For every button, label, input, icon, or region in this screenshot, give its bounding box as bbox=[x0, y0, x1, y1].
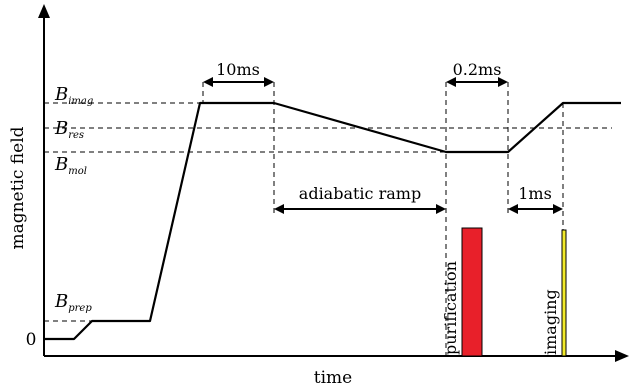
b-prep-label: Bprep bbox=[54, 291, 92, 314]
adiabatic-ramp-label: adiabatic ramp bbox=[299, 184, 421, 203]
y-axis-arrow-icon bbox=[38, 4, 50, 18]
b-res-label: Bres bbox=[54, 118, 84, 141]
imaging-pulse bbox=[561, 229, 567, 357]
field-profile-curve bbox=[44, 101, 621, 341]
b-mol-label: Bmol bbox=[54, 154, 87, 177]
hold-top-label: 10ms bbox=[216, 60, 260, 79]
x-axis-arrow-icon bbox=[615, 350, 629, 362]
purification-label: purification bbox=[441, 261, 460, 355]
duration-arrows bbox=[203, 77, 563, 214]
y-axis-label: magnetic field bbox=[8, 126, 28, 249]
x-axis-label: time bbox=[314, 368, 352, 387]
imaging-label: imaging bbox=[541, 289, 560, 355]
y-zero-label: 0 bbox=[26, 330, 37, 350]
delay-label: 1ms bbox=[518, 184, 552, 203]
purification-pulse bbox=[461, 227, 483, 357]
hold-bottom-label: 0.2ms bbox=[453, 60, 502, 79]
reference-lines bbox=[44, 82, 612, 356]
b-imag-label: Bimag bbox=[54, 84, 93, 107]
